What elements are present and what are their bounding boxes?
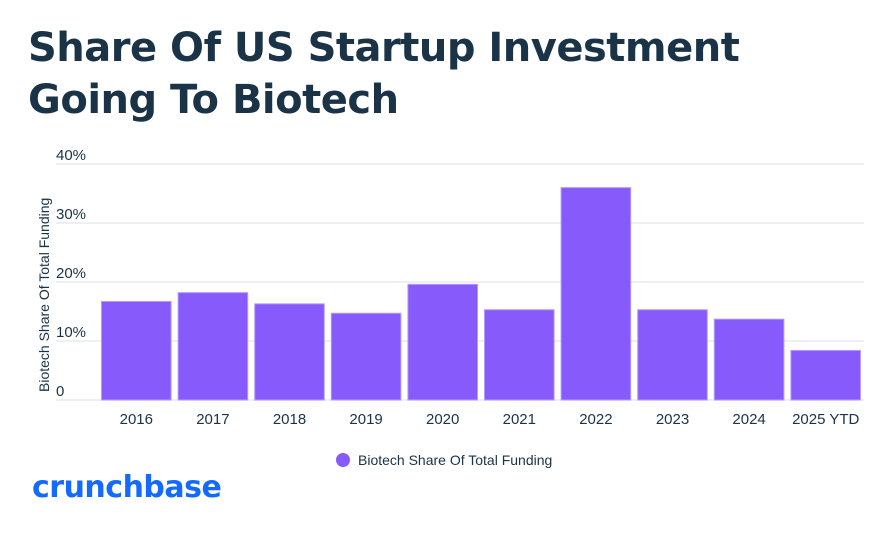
bar <box>713 318 785 401</box>
y-tick-label: 0 <box>56 383 64 400</box>
bar <box>637 309 708 401</box>
bar <box>560 187 632 401</box>
x-tick-label: 2024 <box>732 411 765 428</box>
y-tick-label: 40% <box>56 147 86 164</box>
bar <box>254 303 325 401</box>
legend: Biotech Share Of Total Funding <box>336 452 552 468</box>
x-tick-labels: 2016 2017 2018 2019 2020 2021 2022 2023 2024 2025… <box>120 411 860 428</box>
x-tick-label: 2021 <box>503 411 536 428</box>
bar <box>101 300 172 401</box>
x-tick-label: 2025 YTD <box>792 411 859 428</box>
y-tick-labels: 0 10% 20% 30% 40% <box>56 147 86 400</box>
bar <box>177 292 249 401</box>
x-tick-label: 2016 <box>120 411 153 428</box>
x-tick-label: 2019 <box>349 411 382 428</box>
x-tick-label: 2017 <box>196 411 229 428</box>
bars <box>101 187 862 401</box>
x-tick-label: 2020 <box>426 411 459 428</box>
bar <box>484 309 555 401</box>
crunchbase-logo: crunchbase <box>32 470 222 505</box>
chart-title: Share Of US Startup Investment Going To … <box>28 25 740 123</box>
y-tick-label: 20% <box>56 265 86 282</box>
legend-label: Biotech Share Of Total Funding <box>358 452 553 468</box>
y-tick-label: 30% <box>56 206 86 223</box>
x-tick-label: 2022 <box>579 411 612 428</box>
bar <box>407 283 478 401</box>
bar <box>330 312 402 401</box>
legend-swatch <box>336 453 350 467</box>
y-tick-label: 10% <box>56 324 86 341</box>
x-tick-label: 2018 <box>273 411 306 428</box>
x-tick-label: 2023 <box>656 411 689 428</box>
bar <box>790 349 862 401</box>
